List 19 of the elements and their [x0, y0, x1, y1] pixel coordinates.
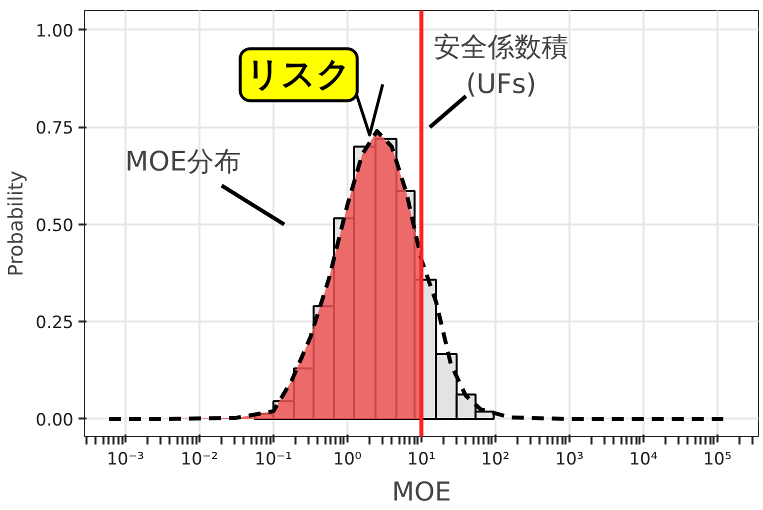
y-tick-label: 0.75: [36, 118, 74, 139]
x-tick-label: 10¹: [407, 450, 436, 470]
x-tick-label: 10⁴: [629, 450, 658, 470]
y-axis-title: Probability: [4, 170, 28, 276]
y-tick-label: 0.00: [36, 410, 74, 430]
x-tick-label: 10³: [555, 450, 584, 470]
x-tick-label: 10⁻²: [180, 450, 218, 470]
x-tick-label: 10⁻³: [106, 450, 144, 470]
annotation: 安全係数積 (UFs): [434, 32, 569, 100]
y-tick-label: 1.00: [36, 21, 74, 42]
y-tick-label: 0.50: [36, 216, 74, 236]
annotation: リスク: [246, 54, 352, 95]
x-tick-label: 10⁵: [703, 450, 732, 470]
x-axis-title: MOE: [392, 478, 452, 508]
y-tick-label: 0.25: [36, 313, 74, 334]
x-tick-label: 10⁻¹: [254, 450, 292, 470]
x-tick-label: 10⁰: [333, 450, 362, 470]
x-tick-label: 10²: [481, 450, 510, 470]
annotation: MOE分布: [125, 146, 241, 178]
